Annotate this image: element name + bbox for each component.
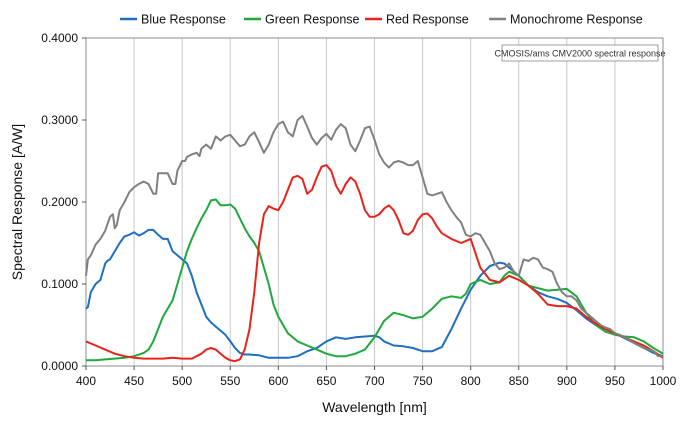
- series-line-monochrome-response: [85, 114, 663, 358]
- x-tick-label: 950: [605, 374, 625, 388]
- x-tick-label: 450: [124, 374, 144, 388]
- x-tick-label: 500: [172, 374, 192, 388]
- x-tick-label: 700: [364, 374, 384, 388]
- x-tick-label: 750: [413, 374, 433, 388]
- y-tick-label: 0.4000: [41, 31, 78, 45]
- y-tick-labels: 0.0000 0.1000 0.2000 0.3000 0.4000: [41, 31, 78, 373]
- y-tick-label: 0.1000: [41, 277, 78, 291]
- annotation-box: CMOSIS/ams CMV2000 spectral response: [494, 44, 666, 62]
- x-tick-label: 850: [509, 374, 529, 388]
- plot-frame: [82, 37, 664, 370]
- x-axis-title: Wavelength [nm]: [322, 399, 427, 415]
- series-line-red-response: [85, 164, 664, 363]
- y-axis-title: Spectral Response [A/W]: [9, 124, 25, 280]
- legend: Blue Response Green Response Red Response M…: [120, 13, 643, 27]
- legend-label-green-response: Green Response: [265, 13, 360, 27]
- x-tick-labels: 400 450 500 550 600 650 700 750 800 850 900 950 1000: [76, 374, 677, 388]
- series-line-green-response: [86, 198, 664, 362]
- annotation-border: [501, 44, 659, 62]
- x-tick-label: 650: [316, 374, 336, 388]
- legend-label-monochrome-response: Monochrome Response: [510, 13, 643, 27]
- grid-lines: [133, 38, 616, 366]
- y-tick-label: 0.2000: [41, 195, 78, 209]
- legend-label-red-response: Red Response: [386, 13, 469, 27]
- x-tick-label: 1000: [650, 374, 677, 388]
- legend-label-blue-response: Blue Response: [141, 13, 226, 27]
- x-tick-label: 400: [76, 374, 96, 388]
- x-tick-label: 800: [461, 374, 481, 388]
- y-tick-label: 0.3000: [41, 113, 78, 127]
- x-tick-label: 600: [268, 374, 288, 388]
- x-tick-label: 550: [220, 374, 240, 388]
- annotation-text: CMOSIS/ams CMV2000 spectral response: [494, 49, 665, 59]
- x-tick-label: 900: [557, 374, 577, 388]
- series-lines: [85, 114, 664, 363]
- y-tick-label: 0.0000: [41, 359, 78, 373]
